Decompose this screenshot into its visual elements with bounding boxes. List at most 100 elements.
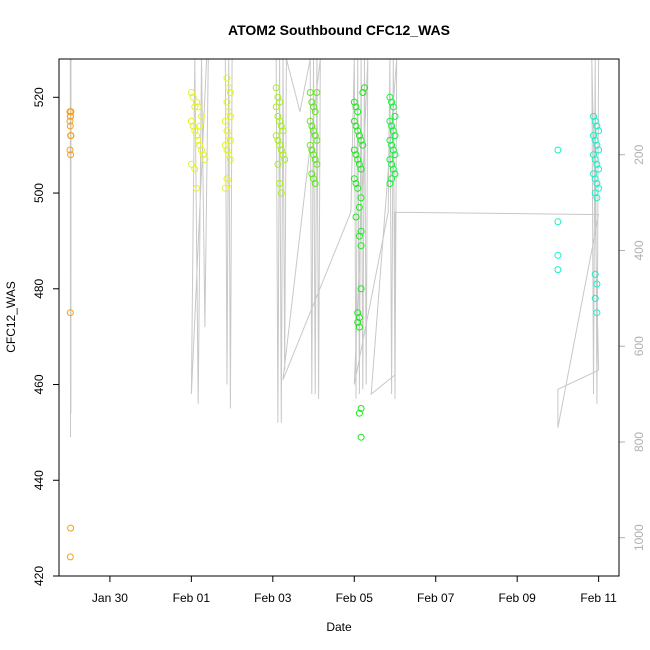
data-point — [276, 117, 284, 125]
data-point — [223, 175, 231, 183]
data-point — [306, 117, 314, 125]
data-point — [226, 112, 234, 120]
y-tick-label: 520 — [32, 87, 46, 107]
data-point — [193, 184, 200, 192]
y-axis-label: CFC12_WAS — [4, 281, 18, 353]
data-point — [277, 122, 285, 130]
data-point — [357, 285, 365, 293]
data-point — [388, 175, 396, 183]
data-point — [355, 203, 363, 211]
plot-frame — [58, 58, 620, 577]
y-tick-label: 500 — [32, 183, 46, 203]
data-point — [386, 136, 394, 144]
data-point — [225, 84, 233, 92]
data-point — [354, 127, 362, 135]
data-point — [226, 156, 234, 163]
data-point — [191, 103, 199, 111]
x-tick-label: Feb 07 — [417, 591, 455, 605]
data-point — [187, 89, 195, 96]
data-point — [310, 127, 317, 135]
data-point — [355, 323, 363, 331]
data-point — [310, 103, 317, 111]
data-point — [590, 132, 597, 140]
data-point — [313, 136, 321, 144]
data-point — [194, 136, 202, 144]
data-point — [591, 117, 599, 125]
x-tick-label: Feb 09 — [499, 591, 537, 605]
data-point — [354, 309, 362, 317]
data-point — [554, 251, 562, 259]
data-point — [354, 318, 362, 326]
data-point — [310, 175, 317, 183]
data-point — [221, 117, 229, 125]
data-point — [306, 141, 314, 149]
data-point — [191, 127, 199, 135]
data-point — [201, 156, 209, 163]
data-point — [196, 122, 204, 130]
data-point — [593, 160, 601, 168]
data-point — [311, 156, 319, 163]
data-point — [391, 151, 399, 159]
data-point — [276, 180, 284, 187]
data-point — [272, 132, 280, 140]
data-point — [359, 89, 367, 96]
chart-title: ATOM2 Southbound CFC12_WAS — [228, 22, 450, 38]
secondary-tick-label: 1000 — [632, 524, 646, 551]
data-point — [354, 156, 362, 163]
data-point — [225, 108, 233, 116]
data-point — [67, 132, 75, 140]
data-point — [389, 146, 397, 154]
data-point — [388, 98, 396, 106]
secondary-tick-label: 800 — [632, 432, 646, 452]
data-point — [308, 170, 316, 178]
data-point — [389, 165, 397, 173]
data-point — [277, 189, 285, 197]
data-point — [221, 141, 229, 149]
data-point — [388, 160, 396, 168]
data-point — [225, 132, 233, 140]
data-point — [357, 136, 365, 144]
data-point — [355, 314, 363, 321]
data-point — [357, 194, 365, 202]
data-point — [389, 103, 397, 111]
data-point — [223, 98, 231, 106]
data-point — [386, 93, 394, 101]
data-point — [595, 127, 603, 135]
data-point — [272, 84, 280, 92]
data-point — [357, 433, 365, 441]
data-point — [388, 122, 396, 130]
data-point — [593, 122, 601, 130]
data-point — [66, 122, 74, 130]
y-tick-label: 440 — [32, 470, 46, 490]
data-point — [308, 146, 316, 154]
data-point — [225, 151, 233, 159]
data-point — [274, 93, 282, 101]
data-point — [591, 175, 599, 183]
data-point — [352, 213, 360, 221]
data-point — [350, 175, 358, 183]
data-point — [590, 112, 597, 120]
data-point — [357, 165, 365, 173]
data-point — [595, 146, 603, 154]
data-point — [386, 117, 394, 125]
secondary-tick-label: 600 — [632, 336, 646, 356]
data-point — [595, 184, 603, 192]
data-point — [350, 146, 358, 154]
data-point — [193, 98, 200, 106]
data-point — [225, 180, 233, 187]
data-point — [354, 108, 362, 116]
data-point — [66, 146, 74, 154]
data-point — [189, 122, 197, 130]
data-point — [311, 180, 319, 187]
data-point — [359, 141, 367, 149]
data-point — [274, 136, 282, 144]
data-point — [193, 132, 200, 140]
x-tick-label: Feb 03 — [254, 591, 292, 605]
data-point — [357, 227, 365, 235]
data-point — [194, 103, 202, 111]
data-point — [311, 132, 319, 140]
data-point — [591, 189, 599, 197]
